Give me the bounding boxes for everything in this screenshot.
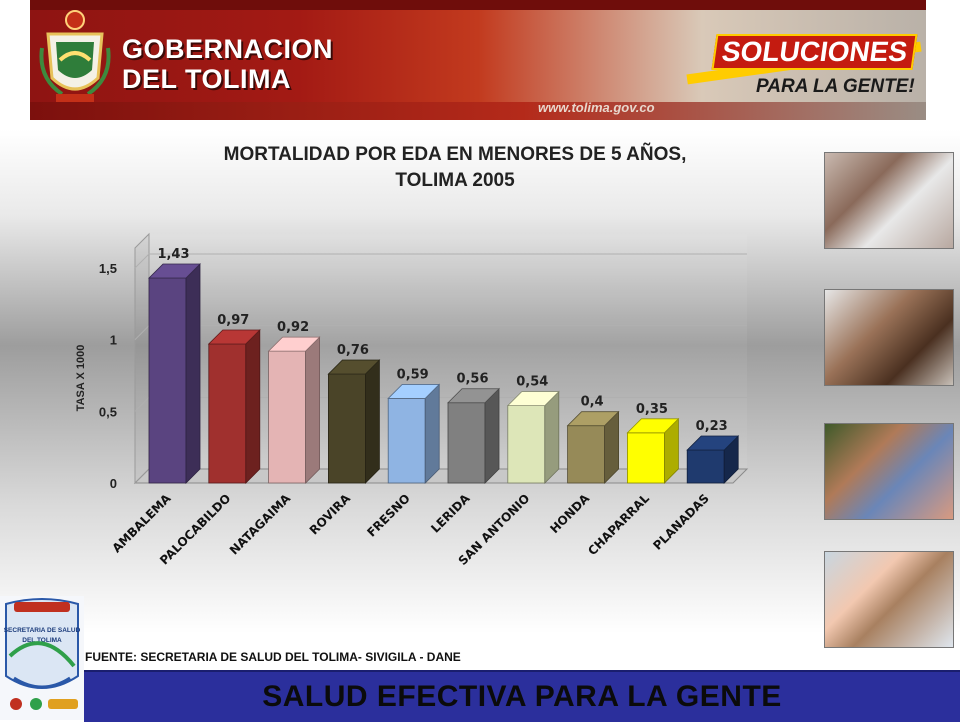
bar-value-label: 0,23 [696,419,728,434]
photo-smiling-child [824,551,954,648]
bar-natagaima [267,336,321,484]
y-tick-label: 0 [110,476,117,491]
bar-front [447,402,486,484]
photo-children-group [824,423,954,520]
bar-value-label: 1,43 [157,247,189,262]
footer-banner: SALUD EFECTIVA PARA LA GENTE [84,670,960,722]
bar-top [267,336,321,352]
logo-line1: SECRETARIA DE SALUD [4,627,81,634]
source-note: FUENTE: SECRETARIA DE SALUD DEL TOLIMA- … [85,650,461,664]
website-url: www.tolima.gov.co [538,100,655,115]
y-tick-label: 0,5 [99,404,117,419]
footer-slogan: SALUD EFECTIVA PARA LA GENTE [262,680,782,713]
bar-front [507,405,546,484]
x-category-label: LERIDA [428,491,473,536]
bar-value-label: 0,56 [456,372,488,387]
bar-value-label: 0,92 [277,320,309,335]
bar-side [305,336,321,484]
bar-front [208,343,247,484]
bar-side [484,387,500,484]
photo-mother-and-baby [824,152,954,249]
bar-fresno [387,383,441,484]
x-category-label: FRESNO [364,491,412,539]
bar-rovira [327,359,381,484]
bar-side [245,329,261,484]
chart-side-wall [134,232,150,485]
bar-side [544,390,560,484]
bar-value-label: 0,59 [397,367,429,382]
x-category-label: PLANADAS [650,491,711,552]
y-tick-label: 1 [110,333,117,348]
bar-value-label: 0,76 [337,343,369,358]
government-title: GOBERNACION DEL TOLIMA [122,34,333,94]
government-title-line1: GOBERNACION [122,34,334,64]
bar-side [185,263,201,484]
bar-palocabildo [207,329,261,484]
bar-front [387,398,426,484]
tolima-coat-of-arms-icon [39,10,111,102]
x-category-label: AMBALEMA [109,491,174,556]
bar-side [424,383,440,484]
bar-top [566,411,620,427]
bar-front [627,432,665,484]
bar-front [327,373,366,484]
bar-side [364,359,380,484]
chart-bars [148,263,740,484]
bar-ambalema [148,263,201,484]
bar-value-label: 0,4 [581,395,604,410]
bar-top [327,359,381,375]
bar-front [686,449,725,484]
bar-top [447,388,500,404]
bar-lerida [447,387,500,484]
bar-front [567,425,605,484]
x-category-label: ROVIRA [307,491,354,538]
bar-front [268,350,307,484]
bar-planadas [686,435,740,484]
government-title-line2: DEL TOLIMA [122,64,292,94]
bar-value-label: 0,35 [636,402,668,417]
bar-top [387,384,441,399]
secretaria-salud-logo: SECRETARIA DE SALUD DEL TOLIMA [0,596,84,720]
photo-child-vaccination [824,289,954,386]
bar-value-label: 0,97 [217,313,249,328]
bar-front [148,277,187,484]
slogan-logo: SOLUCIONES PARA LA GENTE! [686,30,922,110]
bar-top [506,391,560,407]
y-axis-title: TASA X 1000 [75,345,87,412]
banner-top-stripe [30,0,926,10]
x-category-label: NATAGAIMA [227,491,294,558]
chart-title: MORTALIDAD POR EDA EN MENORES DE 5 AÑOS,… [223,144,687,191]
bar-san-antonio [506,390,560,484]
bar-top [626,418,680,434]
chart-value-labels: 1,43 0,97 0,92 0,76 0,59 0,56 0,54 0,4 0,35 0,23 [157,247,727,434]
bar-value-label: 0,54 [516,375,548,390]
chart-y-axis: 0 0,5 1 1,5 TASA X 1000 [75,261,117,491]
bar-honda [566,410,620,484]
bar-top [148,263,201,279]
x-category-label: HONDA [547,491,592,536]
y-tick-label: 1,5 [99,261,117,276]
banner-bottom-stripe [30,102,926,120]
x-category-label: CHAPARRAL [585,491,652,558]
bar-top [686,435,740,451]
header-banner: GOBERNACION DEL TOLIMA SOLUCIONES PARA L… [30,0,926,120]
bar-chaparral [626,417,680,484]
bar-top [207,329,261,345]
gridline [134,253,747,269]
logo-line2: DEL TOLIMA [22,637,62,644]
slogan-line2: PARA LA GENTE! [756,76,915,97]
